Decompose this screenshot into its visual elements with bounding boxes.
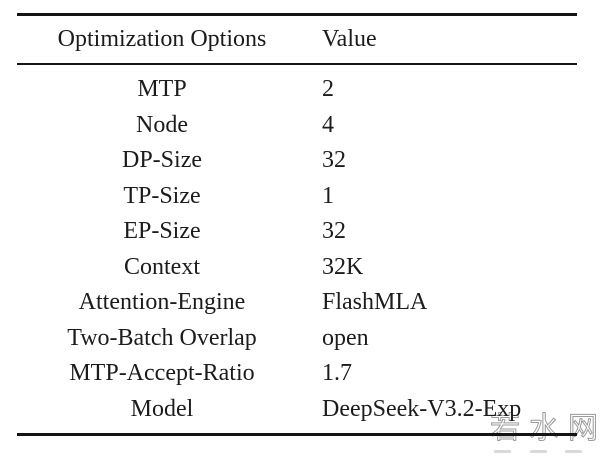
option-cell: Node [136, 111, 188, 138]
options-table: Optimization Options Value MTP 2 Node 4 … [17, 13, 577, 436]
table-row: Two-Batch Overlap open [17, 321, 577, 357]
value-cell: 32 [322, 147, 346, 174]
table-row: DP-Size 32 [17, 143, 577, 179]
site-watermark: 若水网 [490, 411, 600, 446]
value-cell: 2 [322, 76, 334, 103]
table-row: TP-Size 1 [17, 179, 577, 215]
table-header-rule [17, 63, 577, 65]
table-bottom-rule [17, 433, 577, 436]
header-value: Value [322, 26, 377, 52]
table-row: MTP 2 [17, 72, 577, 108]
option-cell: MTP-Accept-Ratio [69, 360, 255, 387]
value-cell: open [322, 324, 369, 351]
option-cell: DP-Size [122, 147, 202, 174]
table-body: MTP 2 Node 4 DP-Size 32 TP-Size 1 EP-Siz… [17, 65, 577, 433]
option-cell: Model [130, 395, 194, 422]
value-cell: 4 [322, 111, 334, 138]
table-top-rule [17, 13, 577, 16]
option-cell: MTP [137, 76, 187, 103]
value-cell: FlashMLA [322, 289, 428, 316]
option-cell: EP-Size [123, 218, 201, 245]
header-optimization-options: Optimization Options [57, 26, 267, 52]
table-row: Model DeepSeek-V3.2-Exp [17, 392, 577, 428]
option-cell: Attention-Engine [78, 289, 246, 316]
table-row: Attention-Engine FlashMLA [17, 285, 577, 321]
table-row: EP-Size 32 [17, 214, 577, 250]
option-cell: TP-Size [123, 182, 201, 209]
option-cell: Two-Batch Overlap [67, 324, 257, 351]
table-row: MTP-Accept-Ratio 1.7 [17, 356, 577, 392]
watermark-subtext-mark [530, 450, 547, 453]
value-cell: 32 [322, 218, 346, 245]
value-cell: 32K [322, 253, 364, 280]
value-cell: 1.7 [322, 360, 352, 387]
table-header-row: Optimization Options Value [17, 16, 577, 63]
table-row: Node 4 [17, 108, 577, 144]
watermark-subtext-mark [565, 450, 582, 453]
value-cell: DeepSeek-V3.2-Exp [322, 395, 522, 422]
watermark-subtext-mark [494, 450, 511, 453]
table-row: Context 32K [17, 250, 577, 286]
option-cell: Context [124, 253, 200, 280]
value-cell: 1 [322, 182, 334, 209]
